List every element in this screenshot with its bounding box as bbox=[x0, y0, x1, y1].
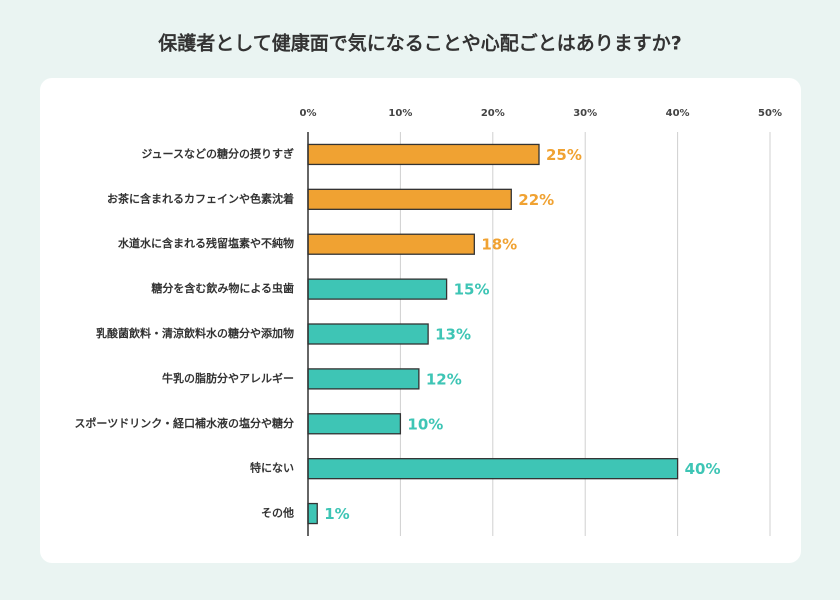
value-label: 12% bbox=[426, 370, 462, 388]
bar bbox=[307, 502, 318, 525]
category-label: スポーツドリンク・経口補水液の塩分や糖分 bbox=[74, 416, 294, 430]
x-tick-label: 10% bbox=[388, 108, 412, 119]
value-label: 40% bbox=[685, 460, 721, 478]
category-label: 牛乳の脂肪分やアレルギー bbox=[162, 371, 294, 385]
value-label: 22% bbox=[518, 191, 554, 209]
category-label: 特にない bbox=[250, 461, 294, 475]
bar bbox=[307, 323, 429, 345]
card bbox=[40, 78, 801, 563]
value-label: 25% bbox=[546, 146, 582, 164]
category-label: 水道水に含まれる残留塩素や不純物 bbox=[118, 236, 294, 250]
x-tick-label: 20% bbox=[481, 108, 505, 119]
value-label: 13% bbox=[435, 326, 471, 344]
category-label: 乳酸菌飲料・清涼飲料水の糖分や添加物 bbox=[96, 326, 294, 340]
category-label: ジュースなどの糖分の摂りすぎ bbox=[141, 146, 294, 160]
bar bbox=[307, 413, 402, 435]
category-label: その他 bbox=[261, 506, 294, 520]
bar bbox=[307, 458, 679, 480]
x-tick-label: 40% bbox=[666, 108, 690, 119]
bar bbox=[307, 233, 475, 255]
value-label: 1% bbox=[324, 505, 349, 523]
x-tick-label: 50% bbox=[758, 108, 782, 119]
chart-title: 保護者として健康面で気になることや心配ごとはありますか? bbox=[157, 32, 681, 55]
category-label: 糖分を含む飲み物による虫歯 bbox=[151, 281, 294, 295]
bar bbox=[307, 143, 540, 166]
bar bbox=[307, 188, 512, 210]
category-label: お茶に含まれるカフェインや色素沈着 bbox=[107, 191, 294, 205]
bar bbox=[307, 368, 420, 390]
value-label: 18% bbox=[481, 236, 517, 254]
value-label: 10% bbox=[407, 415, 443, 433]
bar bbox=[307, 278, 448, 300]
x-tick-label: 30% bbox=[573, 108, 597, 119]
value-label: 15% bbox=[454, 281, 490, 299]
x-tick-label: 0% bbox=[300, 108, 317, 119]
